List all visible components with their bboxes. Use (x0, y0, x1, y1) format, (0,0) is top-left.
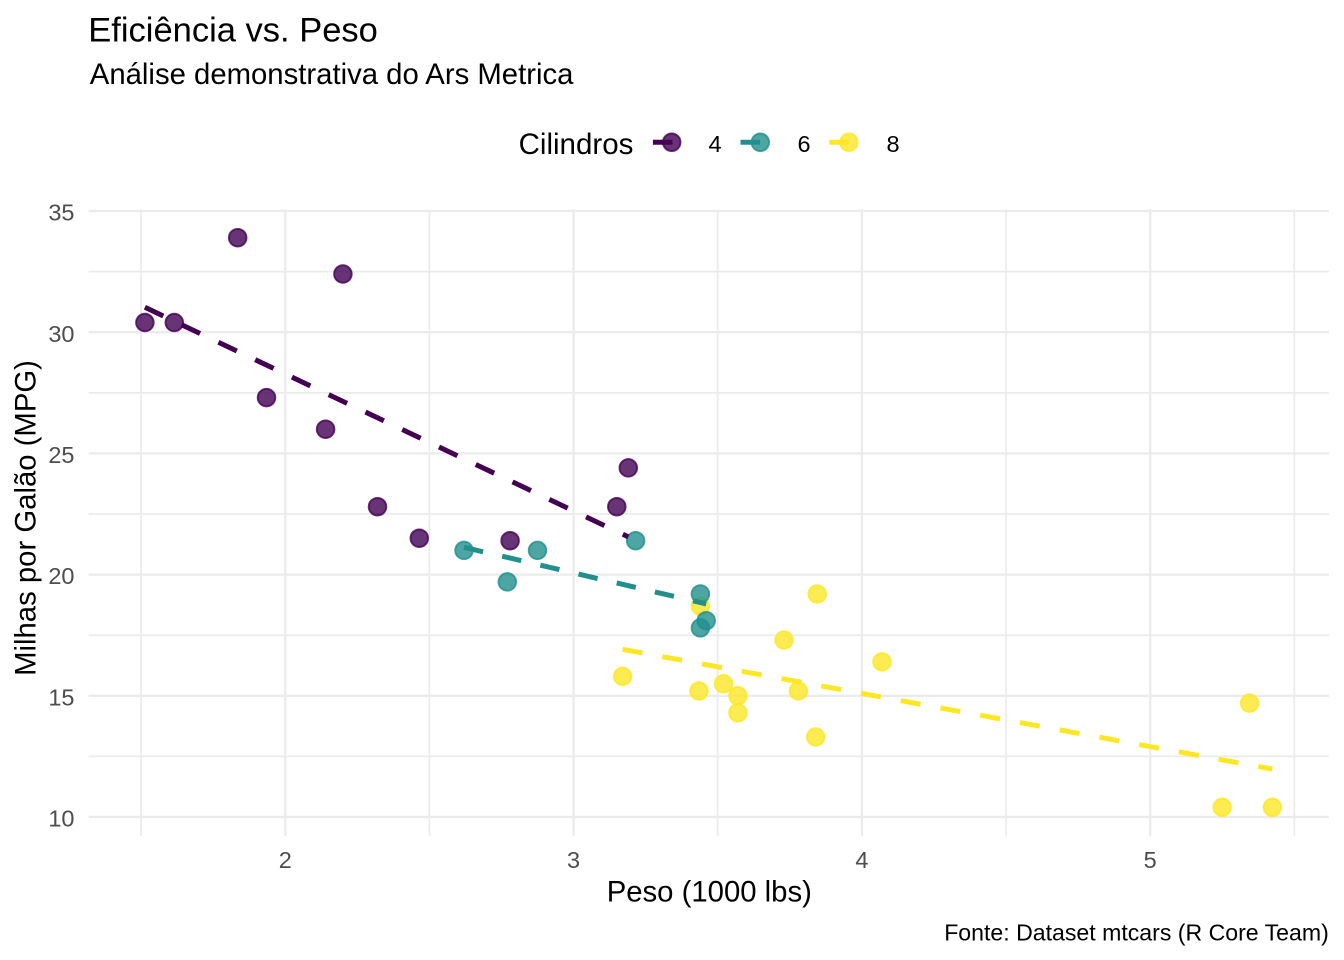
svg-text:Fonte: Dataset mtcars (R Core: Fonte: Dataset mtcars (R Core Team) (944, 920, 1329, 946)
svg-text:Cilindros: Cilindros (519, 128, 634, 161)
svg-text:5: 5 (1144, 847, 1157, 873)
svg-text:8: 8 (887, 131, 900, 157)
svg-text:10: 10 (48, 806, 74, 832)
svg-text:Peso (1000 lbs): Peso (1000 lbs) (607, 876, 812, 909)
svg-text:4: 4 (855, 847, 868, 873)
svg-text:3: 3 (567, 847, 580, 873)
svg-text:6: 6 (798, 131, 811, 157)
svg-text:4: 4 (709, 131, 722, 157)
svg-text:Eficiência vs. Peso: Eficiência vs. Peso (88, 12, 378, 50)
svg-text:35: 35 (48, 200, 74, 226)
svg-text:20: 20 (48, 563, 74, 589)
svg-text:25: 25 (48, 442, 74, 468)
svg-text:15: 15 (48, 684, 74, 710)
svg-text:2: 2 (279, 847, 292, 873)
svg-text:Análise demonstrativa do Ars M: Análise demonstrativa do Ars Metrica (90, 58, 574, 91)
svg-text:Milhas por Galão (MPG): Milhas por Galão (MPG) (10, 360, 43, 676)
svg-text:30: 30 (48, 321, 74, 347)
